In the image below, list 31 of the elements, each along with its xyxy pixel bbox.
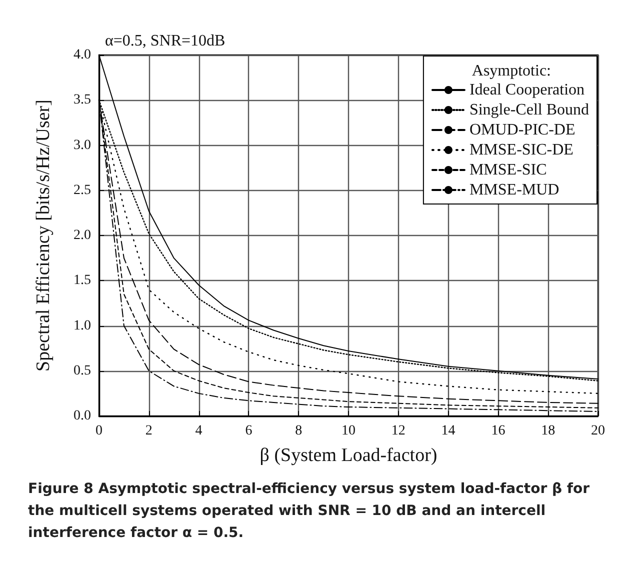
y-tick-label: 2.5 (74, 182, 91, 198)
legend-label: OMUD-PIC-DE (469, 122, 576, 138)
legend-label: Ideal Cooperation (469, 82, 585, 98)
legend-title: Asymptotic: (472, 62, 551, 80)
legend-label: Single-Cell Bound (469, 102, 590, 118)
legend-label: MMSE-MUD (469, 182, 560, 198)
x-tick-label: 6 (245, 424, 252, 438)
y-tick-label: 3.5 (74, 92, 91, 108)
legend-label: MMSE-SIC (469, 162, 547, 178)
x-tick-label: 20 (591, 424, 605, 438)
y-tick-label: 0.5 (74, 363, 91, 378)
x-tick-label: 16 (491, 424, 506, 438)
x-tick-label: 4 (195, 424, 202, 438)
y-tick-label: 0.0 (74, 408, 91, 424)
caption: Figure 8 Asymptotic spectral-efficiency versus system load-factor β for the multicell systems operated with SNR = 10 dB and an intercell interference factor α = 0.5. (28, 480, 590, 543)
y-axis-title: Spectral Efficiency [bits/s/Hz/User] (33, 100, 54, 372)
x-tick-label: 14 (441, 424, 456, 438)
y-tick-label: 3.0 (74, 138, 91, 153)
x-tick-label: 8 (295, 424, 302, 438)
chart-title: α=0.5, SNR=10dB (105, 32, 226, 50)
y-tick-label: 1.5 (74, 273, 91, 288)
x-tick-label: 12 (391, 424, 406, 438)
legend-label: MMSE-SIC-DE (469, 142, 574, 158)
x-axis-title: β (System Load-factor) (260, 445, 438, 466)
x-tick-label: 18 (541, 424, 556, 438)
y-tick-label: 4.0 (74, 48, 91, 62)
x-tick-label: 10 (342, 424, 356, 438)
x-tick-label: 2 (145, 424, 152, 438)
y-tick-label: 2.0 (74, 228, 91, 243)
y-tick-label: 1.0 (74, 318, 91, 334)
x-tick-label: 0 (96, 424, 102, 438)
